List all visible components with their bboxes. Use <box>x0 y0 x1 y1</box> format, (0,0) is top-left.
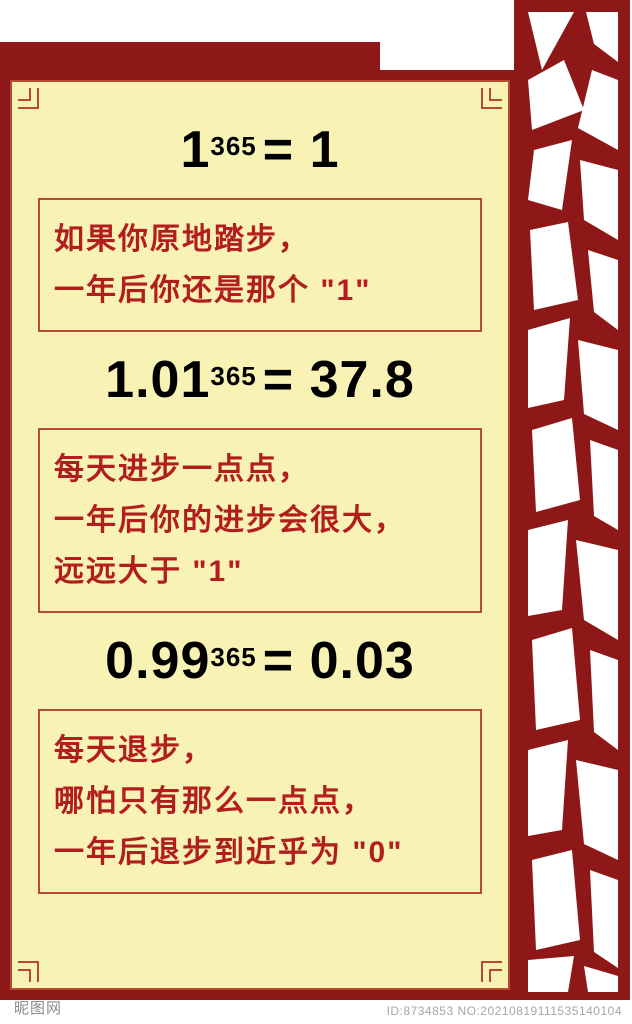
text-box-3: 每天退步， 哪怕只有那么一点点， 一年后退步到近乎为 "0" <box>38 709 482 894</box>
cream-panel: 1365= 1 如果你原地踏步， 一年后你还是那个 "1" 1.01365= 3… <box>10 80 510 990</box>
main-frame: 1365= 1 如果你原地踏步， 一年后你还是那个 "1" 1.01365= 3… <box>0 70 520 1000</box>
corner-ornament-icon <box>476 88 502 114</box>
text-box-1: 如果你原地踏步， 一年后你还是那个 "1" <box>38 198 482 332</box>
equation-base: 0.99 <box>105 632 210 690</box>
corner-ornament-icon <box>18 88 44 114</box>
text-line: 如果你原地踏步， <box>54 214 466 265</box>
equation-result: = 37.8 <box>263 351 415 409</box>
text-line: 一年后你还是那个 "1" <box>54 265 466 316</box>
top-frame-bar <box>0 42 380 70</box>
text-line: 一年后退步到近乎为 "0" <box>54 827 466 878</box>
equation-exponent: 365 <box>210 361 256 391</box>
equation-exponent: 365 <box>210 131 256 161</box>
equation-exponent: 365 <box>210 642 256 672</box>
watermark-text: 昵图网 <box>14 997 62 1018</box>
equation-2: 1.01365= 37.8 <box>38 350 482 410</box>
corner-ornament-icon <box>476 956 502 982</box>
text-line: 每天进步一点点， <box>54 444 466 495</box>
text-box-2: 每天进步一点点， 一年后你的进步会很大， 远远大于 "1" <box>38 428 482 613</box>
equation-result: = 1 <box>263 121 340 179</box>
equation-base: 1.01 <box>105 351 210 409</box>
equation-base: 1 <box>180 121 210 179</box>
equation-1: 1365= 1 <box>38 120 482 180</box>
corner-ornament-icon <box>18 956 44 982</box>
text-line: 每天退步， <box>54 725 466 776</box>
canvas: 1365= 1 如果你原地踏步， 一年后你还是那个 "1" 1.01365= 3… <box>0 0 632 1024</box>
lattice-panel <box>514 0 630 1000</box>
lattice-pattern-icon <box>514 0 630 1000</box>
equation-result: = 0.03 <box>263 632 415 690</box>
equation-3: 0.99365= 0.03 <box>38 631 482 691</box>
image-id-text: ID:8734853 NO:20210819111535140104 <box>387 1004 622 1018</box>
text-line: 一年后你的进步会很大， <box>54 495 466 546</box>
text-line: 哪怕只有那么一点点， <box>54 776 466 827</box>
text-line: 远远大于 "1" <box>54 546 466 597</box>
